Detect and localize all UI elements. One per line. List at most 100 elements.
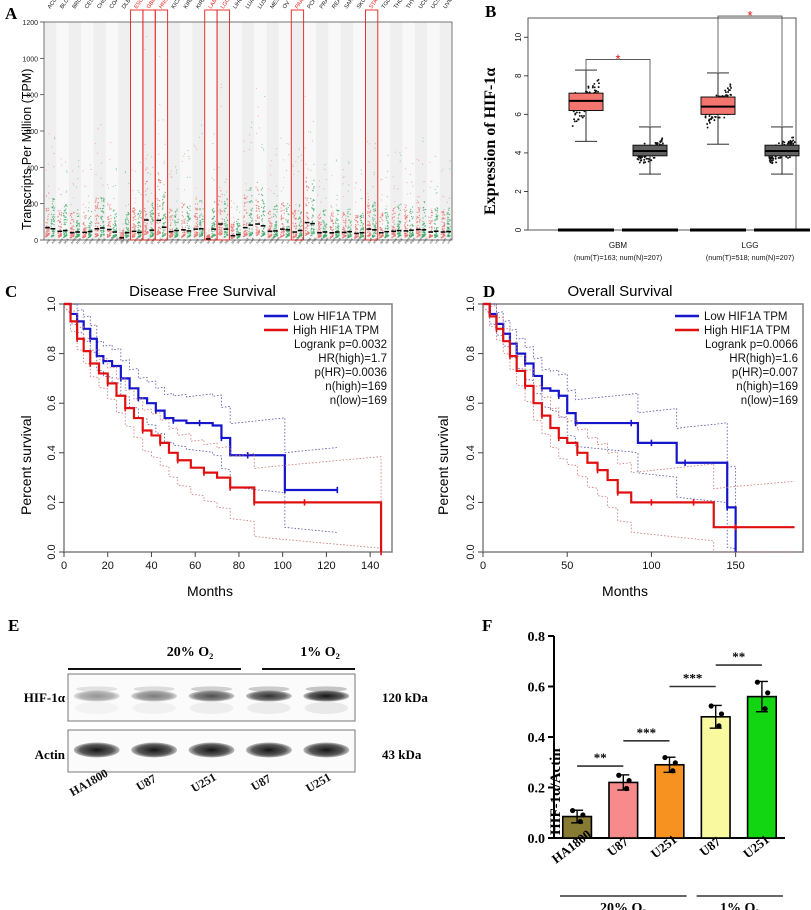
panel-a-dot	[88, 236, 90, 239]
panel-a-dot	[140, 194, 142, 196]
panel-a-dot	[404, 168, 407, 170]
panel-a-dot	[268, 234, 271, 236]
panel-a-dot	[417, 201, 420, 204]
panel-a-dot	[220, 105, 222, 107]
panel-a-band	[414, 22, 428, 240]
panel-a-dot	[397, 188, 399, 190]
panel-a-dot	[264, 95, 266, 98]
panel-a-dot	[275, 233, 277, 235]
panel-a-dot	[436, 207, 439, 210]
panel-a-dot	[211, 232, 213, 235]
panel-a-dot	[375, 221, 377, 223]
panel-a-dot	[323, 188, 325, 190]
panel-a-dot	[368, 211, 370, 213]
panel-e-band-faint	[133, 686, 175, 692]
panel-a-dot	[393, 235, 395, 237]
panel-a-dot	[354, 226, 357, 228]
panel-a-dot	[372, 208, 375, 211]
panel-a-dot	[330, 220, 332, 222]
panel-a-dot	[150, 215, 153, 218]
panel-a-dot	[158, 232, 161, 234]
panel-a-dot	[304, 230, 307, 232]
panel-a-dot	[94, 201, 97, 203]
panel-a-band	[439, 22, 452, 240]
panel-a-cancer-label: KIRP	[195, 0, 208, 10]
panel-a-dot	[344, 229, 346, 232]
panel-a-dot	[139, 226, 141, 228]
panel-a-dot	[197, 208, 199, 210]
panel-a-dot	[367, 212, 369, 214]
panel-e-band	[188, 742, 235, 758]
panel-a-dot	[137, 226, 139, 229]
panel-a-dot	[65, 203, 67, 206]
panel-a-dot	[271, 216, 273, 218]
panel-a-dot	[329, 218, 332, 220]
panel-a-dot	[85, 185, 87, 188]
panel-a-dot	[70, 228, 72, 230]
panel-a-dot	[134, 208, 136, 211]
panel-a-dot	[76, 212, 78, 215]
panel-a-dot	[434, 233, 436, 236]
panel-a-dot	[220, 233, 223, 235]
panel-a-cancer-label: PCPG	[307, 0, 321, 10]
panel-a-dot	[287, 206, 289, 209]
panel-a-dot	[449, 235, 451, 237]
panel-a-dot	[163, 213, 165, 215]
panel-a-dot	[109, 208, 111, 210]
panel-a-dot	[202, 208, 204, 210]
panel-a-dot	[255, 225, 257, 228]
panel-a-dot	[112, 228, 114, 230]
panel-a-dot	[274, 226, 276, 228]
panel-a-dot	[357, 234, 359, 236]
panel-a-dot	[158, 205, 161, 207]
panel-a-dot	[310, 197, 312, 200]
panel-a-dot	[200, 223, 202, 225]
panel-a-cancer-label: LIHC	[232, 0, 244, 10]
C-stat-line: HR(high)=1.7	[318, 353, 387, 365]
panel-a-dot	[275, 185, 278, 187]
panel-a-dot	[434, 208, 436, 210]
panel-a-dot	[213, 201, 216, 203]
panel-a-dot	[411, 224, 413, 226]
panel-f-datapoint	[580, 812, 586, 818]
panel-a-dot	[323, 213, 325, 215]
panel-a-dot	[97, 197, 99, 200]
panel-a-dot	[51, 230, 54, 233]
panel-a-dot	[416, 202, 418, 204]
panel-a-dot	[53, 219, 55, 221]
panel-a-dot	[94, 209, 96, 211]
panel-a-dot	[239, 232, 241, 234]
panel-a-dot	[370, 210, 372, 212]
panel-a-dot	[225, 217, 227, 219]
panel-a-cancer-label: LAML	[208, 0, 221, 10]
panel-a-dot	[410, 233, 412, 235]
panel-a-dot	[324, 164, 326, 166]
panel-a-dot	[134, 228, 136, 230]
panel-a-dot	[169, 224, 172, 226]
panel-a-dot	[71, 170, 74, 172]
panel-a-dot	[248, 230, 250, 233]
panel-a-dot	[329, 237, 331, 239]
panel-a-dot	[51, 216, 54, 218]
panel-a-dot	[107, 218, 109, 220]
panel-a-dot	[63, 221, 65, 223]
panel-a-dot	[89, 226, 91, 229]
panel-a-dot	[433, 222, 435, 225]
panel-a-dot	[368, 220, 370, 223]
panel-a-dot	[131, 169, 133, 171]
panel-a-dot	[269, 211, 272, 213]
panel-a-dot	[195, 216, 197, 218]
panel-a-dot	[379, 226, 382, 229]
panel-a-dot	[260, 215, 263, 217]
panel-a-dot	[137, 189, 139, 192]
panel-a-dot	[134, 226, 136, 228]
panel-a-dot	[418, 196, 421, 198]
panel-a-cancer-label: THCA	[393, 0, 407, 10]
panel-a-dot	[381, 218, 383, 220]
D-xtick-label: 50	[561, 560, 573, 572]
panel-a-dot	[292, 222, 294, 224]
panel-a-dot	[319, 222, 321, 224]
panel-a-dot	[82, 203, 84, 206]
panel-a-dot	[75, 186, 78, 188]
